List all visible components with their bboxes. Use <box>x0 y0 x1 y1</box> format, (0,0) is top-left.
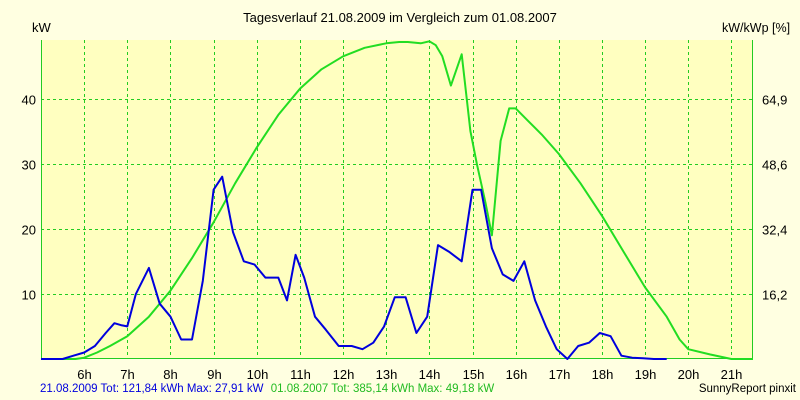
x-tick-label: 19h <box>635 367 657 382</box>
x-tick-label: 6h <box>77 367 91 382</box>
x-tick-label: 13h <box>376 367 398 382</box>
x-tick-label: 10h <box>247 367 269 382</box>
y-tick-label-right: 16,2 <box>762 288 787 303</box>
legend-entry-2007: 01.08.2007 Tot: 385,14 kWh Max: 49,18 kW <box>271 383 495 395</box>
grid <box>41 40 753 359</box>
x-tick-label: 16h <box>506 367 528 382</box>
y-tick-label-left: 20 <box>22 223 36 238</box>
plot-area <box>41 40 753 359</box>
y-tick-label-left: 10 <box>22 288 36 303</box>
left-axis-label: kW <box>32 20 52 35</box>
x-tick-label: 21h <box>721 367 743 382</box>
footer-legend: 21.08.2009 Tot: 121,84 kWh Max: 27,91 kW… <box>40 383 494 395</box>
y-tick-label-right: 32,4 <box>762 223 787 238</box>
chart-title: Tagesverlauf 21.08.2009 im Vergleich zum… <box>243 10 557 25</box>
legend-entry-2009: 21.08.2009 Tot: 121,84 kWh Max: 27,91 kW <box>40 383 264 395</box>
tick-labels: 6h 7h 8h 9h 10h 11h 12h 13h 14h 15h 16h 17h 18h 19h 20… <box>22 93 788 383</box>
y-tick-label-right: 48,6 <box>762 158 787 173</box>
x-tick-label: 14h <box>419 367 441 382</box>
x-tick-label: 8h <box>163 367 177 382</box>
y-tick-label-left: 40 <box>22 93 36 108</box>
y-tick-label-right: 64,9 <box>762 93 787 108</box>
x-tick-label: 9h <box>207 367 221 382</box>
series-lines <box>41 40 753 360</box>
x-tick-label: 12h <box>333 367 355 382</box>
series-line-2007 <box>41 40 753 360</box>
x-tick-label: 17h <box>549 367 571 382</box>
x-tick-label: 15h <box>463 367 485 382</box>
x-tick-label: 11h <box>290 367 311 382</box>
series-line-2009 <box>41 175 667 360</box>
x-tick-label: 20h <box>678 367 700 382</box>
y-tick-label-left: 30 <box>22 158 36 173</box>
right-axis-label: kW/kWp [%] <box>722 21 790 35</box>
x-tick-label: 18h <box>592 367 614 382</box>
source-label: SunnyReport pinxit <box>699 383 797 395</box>
x-tick-label: 7h <box>120 367 134 382</box>
